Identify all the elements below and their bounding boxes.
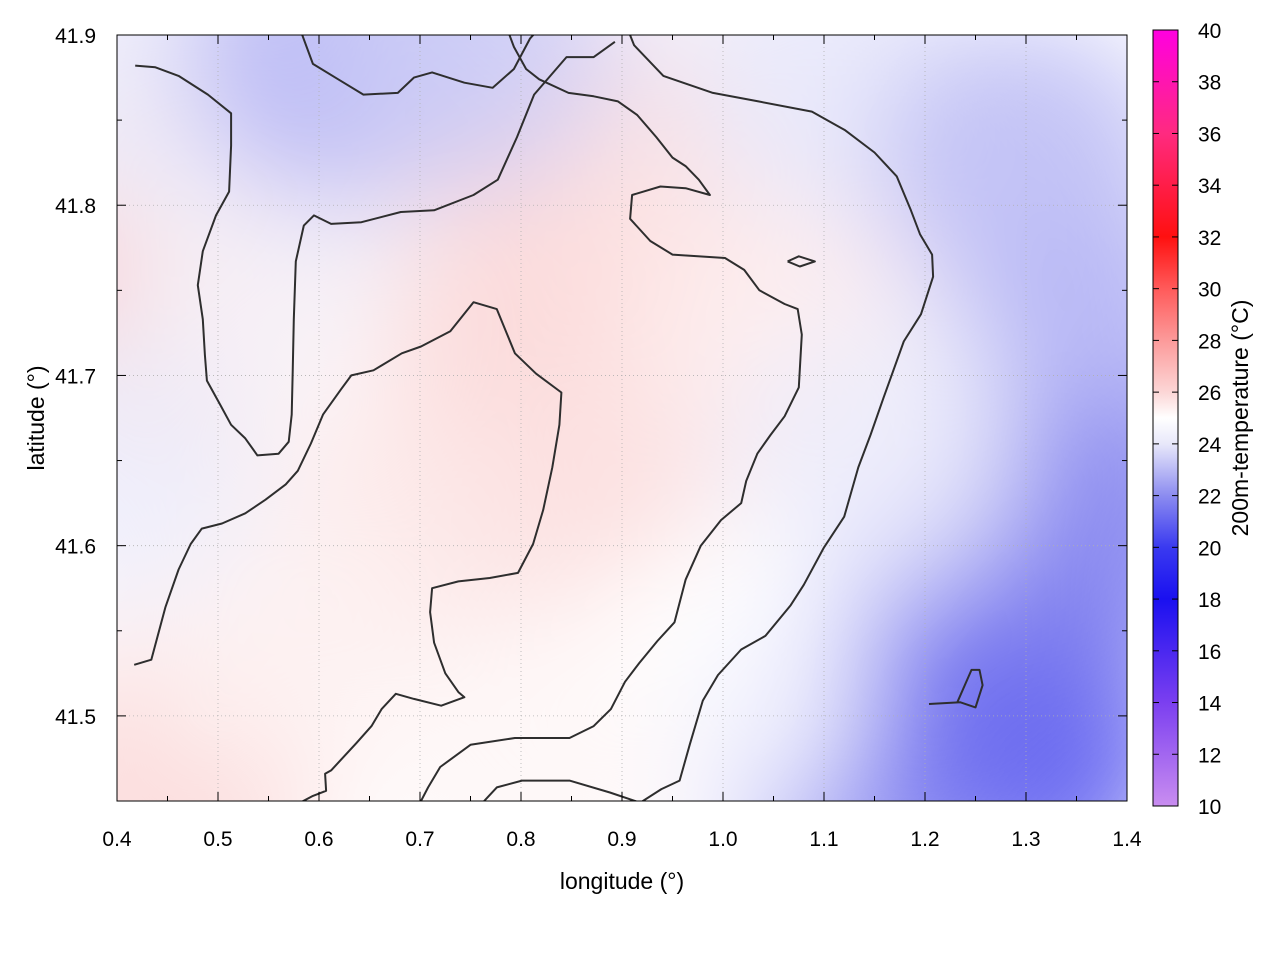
x-tick-label-5: 0.9 — [607, 828, 636, 851]
x-axis-ticks: 0.4 0.5 0.6 0.7 0.8 0.9 1.0 1.1 1.2 1.3 1.4 — [102, 35, 1142, 851]
x-tick-label-4: 0.8 — [506, 828, 535, 851]
x-tick-label-8: 1.2 — [910, 828, 939, 851]
colorbar-tick-label-14: 38 — [1198, 72, 1221, 95]
contour-line-0 — [133, 301, 563, 801]
colorbar-tick-label-2: 14 — [1198, 693, 1222, 716]
y-tick-label-1: 41.6 — [55, 536, 96, 559]
field-point-13 — [320, 35, 621, 185]
colorbar-tick-label-13: 36 — [1198, 123, 1221, 146]
contour-line-2 — [301, 35, 935, 801]
y-tick-label-3: 41.8 — [55, 195, 96, 218]
y-axis-ticks: 41.5 41.6 41.7 41.8 41.9 — [55, 25, 1127, 802]
y-tick-label-2: 41.7 — [55, 365, 96, 388]
x-tick-label-3: 0.7 — [405, 828, 434, 851]
temperature-field — [117, 35, 1127, 801]
x-tick-label-9: 1.3 — [1011, 828, 1040, 851]
x-tick-label-7: 1.1 — [809, 828, 838, 851]
colorbar-tick-label-12: 34 — [1198, 175, 1222, 198]
colorbar: 10 12 14 16 18 20 22 24 26 28 30 32 34 36 38 40 200m-te… — [1152, 20, 1253, 819]
x-axis-title: longitude (°) — [560, 868, 684, 894]
colorbar-tick-label-10: 30 — [1198, 279, 1221, 302]
x-tick-label-0: 0.4 — [102, 828, 132, 851]
colorbar-tick-label-8: 26 — [1198, 382, 1221, 405]
colorbar-tick-label-15: 40 — [1198, 20, 1221, 43]
contour-line-3 — [135, 40, 616, 457]
contour-line-5 — [928, 668, 984, 709]
x-tick-label-10: 1.4 — [1112, 828, 1142, 851]
colorbar-gradient — [1153, 30, 1178, 806]
contour-lines — [133, 35, 984, 801]
colorbar-tick-label-11: 32 — [1198, 227, 1221, 250]
colorbar-tick-label-5: 20 — [1198, 537, 1221, 560]
field-point-23 — [371, 617, 671, 801]
colorbar-tick-label-4: 18 — [1198, 589, 1221, 612]
colorbar-tick-label-9: 28 — [1198, 330, 1221, 353]
field-point-9 — [117, 310, 267, 611]
contour-line-1 — [419, 35, 803, 801]
plot-grid — [117, 35, 1127, 801]
colorbar-frame — [1152, 29, 1179, 807]
x-tick-label-1: 0.5 — [203, 828, 232, 851]
y-tick-label-0: 41.5 — [55, 706, 96, 729]
field-blobs — [117, 35, 1127, 801]
y-tick-label-4: 41.9 — [55, 25, 96, 48]
colorbar-tick-label-6: 22 — [1198, 486, 1221, 509]
colorbar-title: 200m-temperature (°C) — [1227, 300, 1253, 537]
x-tick-label-2: 0.6 — [304, 828, 333, 851]
colorbar-ticks: 10 12 14 16 18 20 22 24 26 28 30 32 34 36 38 40 — [1153, 20, 1222, 819]
contour-line-4 — [787, 255, 816, 268]
colorbar-tick-label-3: 16 — [1198, 641, 1221, 664]
x-tick-label-6: 1.0 — [708, 828, 737, 851]
colorbar-tick-label-7: 24 — [1198, 434, 1222, 457]
colorbar-tick-label-1: 12 — [1198, 744, 1221, 767]
colorbar-tick-label-0: 10 — [1198, 796, 1221, 819]
y-axis-title: latitude (°) — [23, 365, 49, 470]
